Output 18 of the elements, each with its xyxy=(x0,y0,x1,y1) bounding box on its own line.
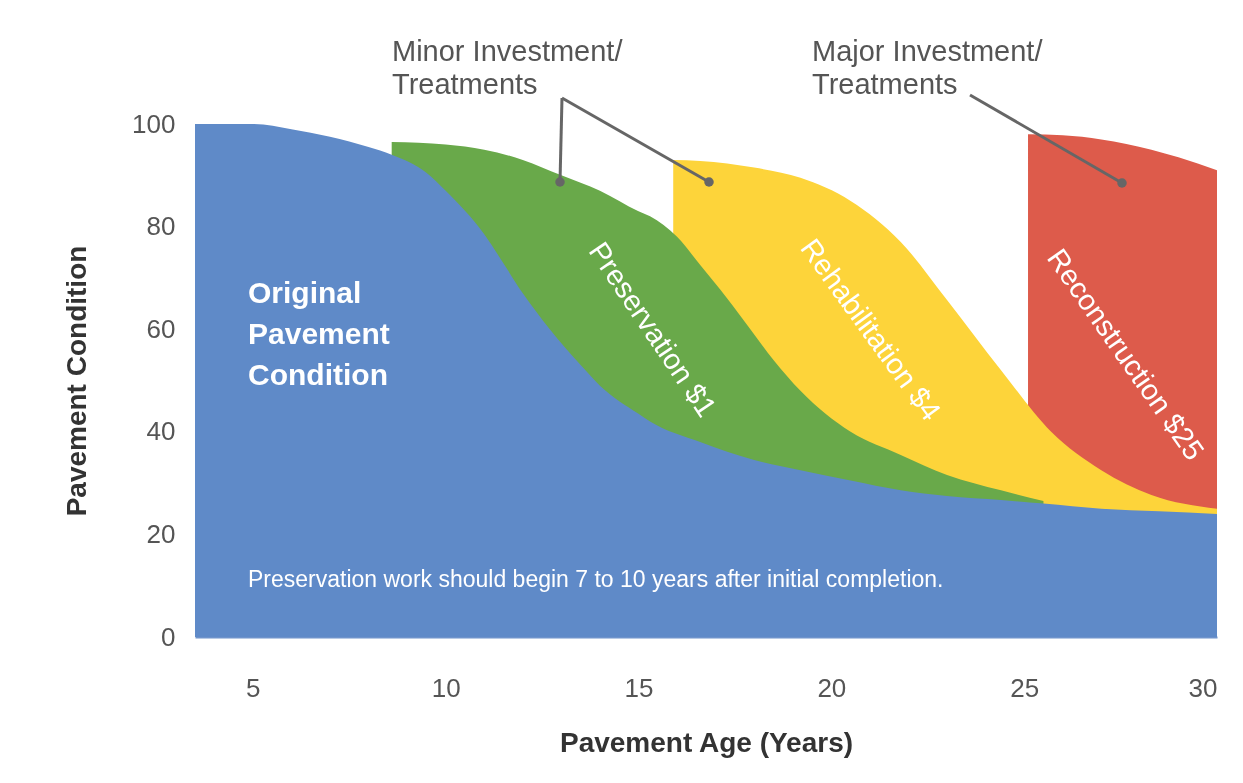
annotation: Preservation work should begin 7 to 10 years after initial completion. xyxy=(248,566,944,592)
y-tick-label: 100 xyxy=(132,108,176,139)
x-tick-label: 5 xyxy=(246,672,261,703)
x-tick-label: 30 xyxy=(1188,672,1218,703)
text: Major Investment/ Treatments xyxy=(812,35,1044,100)
text: Minor Investment/ Treatments xyxy=(392,35,624,100)
y-tick-label: 80 xyxy=(146,211,176,242)
x-tick-label: 25 xyxy=(1010,672,1040,703)
y-tick-label: 0 xyxy=(161,621,176,652)
x-tick-label: 15 xyxy=(624,672,654,703)
y-tick-label: 40 xyxy=(146,416,176,447)
x-tick-label: 10 xyxy=(431,672,461,703)
y-axis-title: Pavement Condition xyxy=(61,245,93,517)
x-tick-label: 20 xyxy=(817,672,847,703)
y-tick-label: 60 xyxy=(146,313,176,344)
series-label: Original Pavement Condition xyxy=(248,276,390,391)
y-tick-label: 20 xyxy=(146,518,176,549)
x-axis-title: Pavement Age (Years) xyxy=(559,726,854,758)
